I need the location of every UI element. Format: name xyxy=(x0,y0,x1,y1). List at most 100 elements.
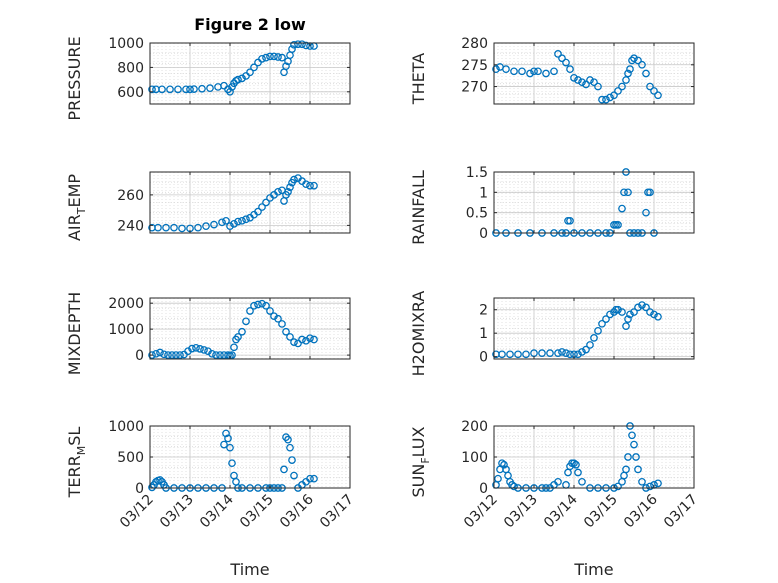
data-point xyxy=(280,465,288,474)
data-point xyxy=(246,68,254,77)
data-point xyxy=(570,459,578,468)
y-tick-label: 100 xyxy=(461,450,488,466)
data-point xyxy=(286,183,294,192)
y-tick-label: 280 xyxy=(461,36,488,52)
data-point xyxy=(290,175,298,184)
data-point xyxy=(258,299,266,308)
data-point xyxy=(624,453,632,461)
y-axis-label: SUNFLUX xyxy=(409,426,432,497)
data-series xyxy=(148,299,318,360)
data-series xyxy=(148,174,318,233)
data-point xyxy=(638,60,646,69)
y-tick-label: 800 xyxy=(117,60,144,76)
data-point xyxy=(156,348,164,357)
data-point xyxy=(178,224,186,233)
y-axis-label: THETA xyxy=(409,53,428,105)
y-tick-label: 1.5 xyxy=(466,165,488,181)
data-point xyxy=(646,308,654,316)
y-tick-label: 1 xyxy=(479,326,488,342)
data-point xyxy=(590,334,598,342)
data-point xyxy=(624,315,632,323)
data-point xyxy=(192,343,200,352)
data-point xyxy=(518,67,526,76)
data-point xyxy=(638,477,646,486)
data-point xyxy=(650,87,658,95)
data-point xyxy=(208,349,216,358)
data-point xyxy=(628,431,636,440)
data-point xyxy=(152,349,160,358)
subplot-air-temp: 240 260 AIRTEMP xyxy=(65,171,351,241)
data-point xyxy=(262,198,270,207)
y-tick-label: 1000 xyxy=(108,419,144,435)
y-tick-label: 240 xyxy=(117,218,144,234)
data-point xyxy=(562,349,570,357)
data-point xyxy=(554,349,562,357)
data-point xyxy=(158,85,166,94)
data-point xyxy=(590,78,598,87)
data-point xyxy=(620,188,628,197)
data-point xyxy=(582,80,590,89)
data-point xyxy=(270,52,278,61)
data-point xyxy=(250,301,258,310)
data-point xyxy=(238,216,246,225)
data-point xyxy=(222,429,230,438)
y-tick-label: 0 xyxy=(479,350,488,366)
data-point xyxy=(160,350,168,359)
data-point xyxy=(622,465,630,474)
data-point xyxy=(646,188,654,197)
data-point xyxy=(228,83,236,91)
data-point xyxy=(578,348,586,356)
data-point xyxy=(228,351,236,359)
data-point xyxy=(172,351,180,359)
data-point xyxy=(642,69,650,78)
y-tick-label: 0 xyxy=(135,481,144,497)
data-point xyxy=(578,78,586,87)
data-point xyxy=(502,65,510,73)
y-tick-label: 200 xyxy=(461,419,488,435)
data-point xyxy=(646,82,654,91)
data-point xyxy=(626,65,634,73)
data-point xyxy=(234,75,242,84)
axes-box xyxy=(493,297,695,360)
y-tick-label: 0.5 xyxy=(466,206,488,222)
figure-title: Figure 2 low xyxy=(194,15,306,34)
data-point xyxy=(566,65,574,73)
data-point xyxy=(210,220,218,229)
data-point xyxy=(566,350,574,359)
data-point xyxy=(266,52,274,61)
data-point xyxy=(302,41,310,50)
data-point xyxy=(594,326,602,335)
data-point xyxy=(306,334,314,343)
data-point xyxy=(310,181,318,190)
data-point xyxy=(194,223,202,232)
data-point xyxy=(174,85,182,94)
data-point xyxy=(498,459,506,468)
axes-box xyxy=(493,42,695,105)
data-point xyxy=(202,222,210,230)
data-point xyxy=(278,320,286,328)
data-point xyxy=(492,65,500,73)
data-point xyxy=(230,343,238,352)
data-point xyxy=(618,308,626,316)
data-point xyxy=(216,351,224,359)
data-point xyxy=(226,222,234,230)
data-point xyxy=(654,479,662,488)
data-series xyxy=(148,40,318,96)
data-point xyxy=(258,203,266,211)
y-tick-label: 1 xyxy=(479,185,488,201)
data-point xyxy=(238,327,246,336)
data-point xyxy=(630,308,638,316)
y-tick-label: 0 xyxy=(135,348,144,364)
data-point xyxy=(278,53,286,62)
data-point xyxy=(176,351,184,359)
data-point xyxy=(650,310,658,319)
y-tick-label: 2 xyxy=(479,303,488,319)
data-point xyxy=(284,187,292,196)
data-point xyxy=(242,215,250,224)
data-point xyxy=(310,474,318,483)
data-point xyxy=(558,54,566,63)
data-point xyxy=(586,76,594,84)
data-point xyxy=(166,85,174,94)
axes-box xyxy=(149,297,351,360)
data-point xyxy=(624,188,632,197)
